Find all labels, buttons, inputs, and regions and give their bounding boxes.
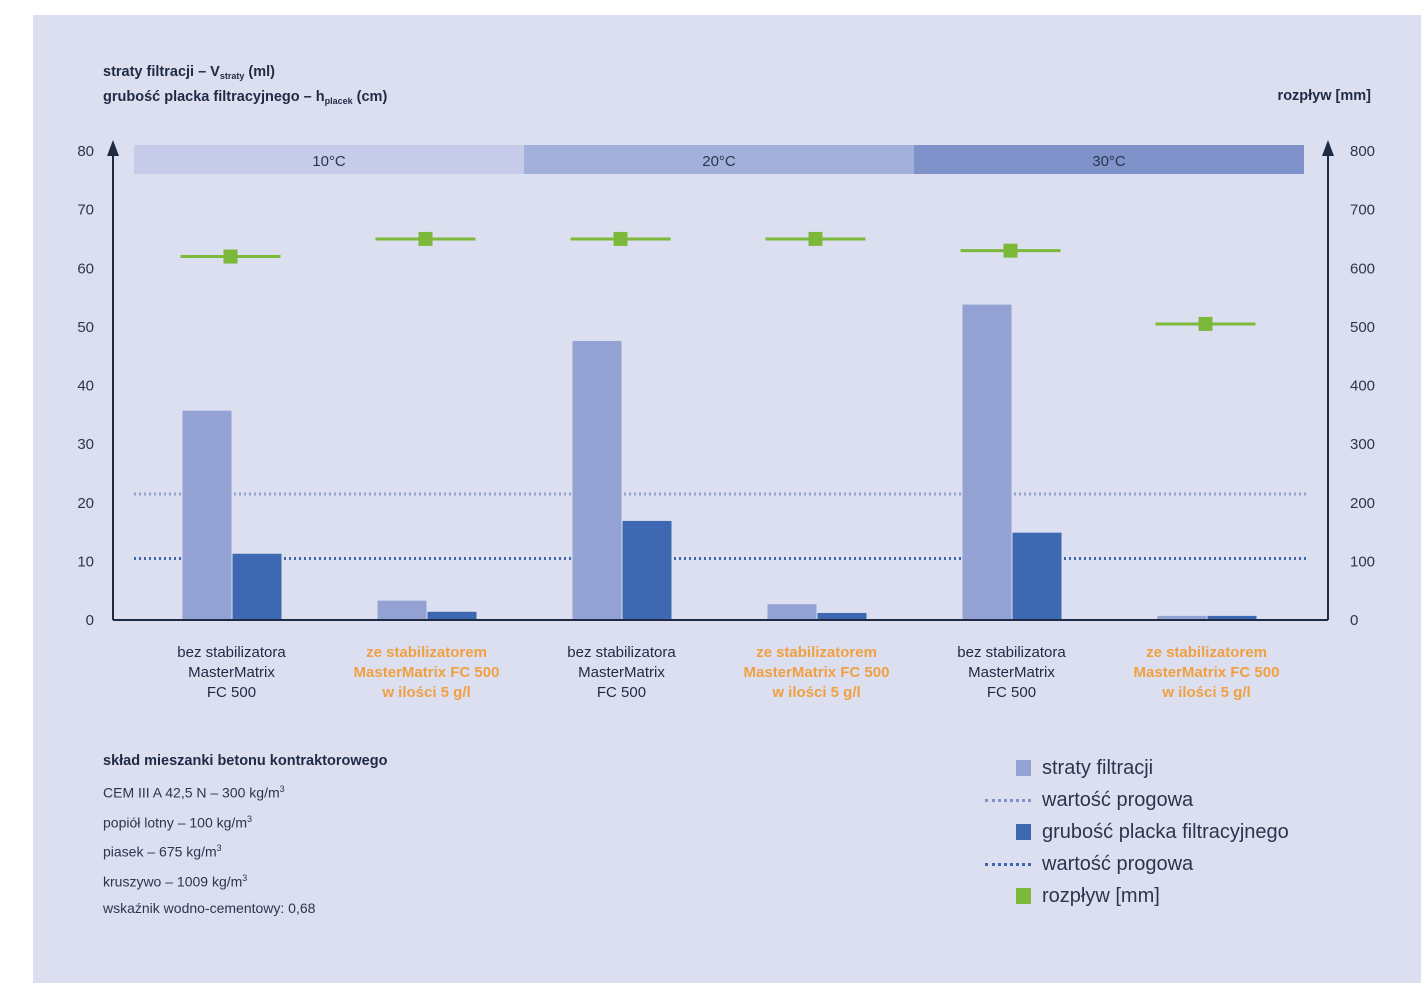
legend-label: wartość progowa bbox=[1042, 852, 1194, 875]
dotted-line-icon bbox=[985, 856, 1031, 872]
bar bbox=[817, 612, 867, 620]
bar bbox=[622, 520, 672, 620]
right-tick-label: 200 bbox=[1350, 495, 1375, 512]
bar bbox=[962, 304, 1012, 620]
rozplyw-marker bbox=[1198, 316, 1213, 331]
color-swatch-icon bbox=[985, 888, 1031, 904]
bar bbox=[1012, 532, 1062, 620]
temperature-band bbox=[914, 145, 1304, 174]
temperature-band bbox=[524, 145, 914, 174]
temperature-label: 10°C bbox=[312, 153, 346, 170]
legend-label: wartość progowa bbox=[1042, 788, 1194, 811]
legend: straty filtracji wartość progowa grubość p… bbox=[985, 752, 1289, 912]
right-axis-arrow-icon bbox=[1322, 140, 1334, 156]
temperature-band bbox=[134, 145, 524, 174]
category-label: bez stabilizatora MasterMatrix FC 500 bbox=[177, 644, 286, 701]
right-tick-label: 800 bbox=[1350, 143, 1375, 160]
right-tick-label: 0 bbox=[1350, 612, 1358, 629]
left-tick-label: 50 bbox=[77, 319, 94, 336]
right-tick-label: 600 bbox=[1350, 260, 1375, 277]
left-tick-label: 10 bbox=[77, 553, 94, 570]
composition-line: CEM III A 42,5 N – 300 kg/m3 bbox=[103, 784, 285, 801]
composition-title: skład mieszanki betonu kontraktorowego bbox=[103, 753, 388, 769]
right-tick-label: 700 bbox=[1350, 202, 1375, 219]
bar bbox=[1157, 615, 1207, 620]
right-tick-label: 400 bbox=[1350, 378, 1375, 395]
rozplyw-marker bbox=[418, 231, 433, 246]
temperature-label: 20°C bbox=[702, 153, 736, 170]
rozplyw-marker bbox=[613, 231, 628, 246]
right-tick-label: 500 bbox=[1350, 319, 1375, 336]
left-axis-arrow-icon bbox=[107, 140, 119, 156]
legend-label: rozpływ [mm] bbox=[1042, 884, 1160, 907]
chart-panel bbox=[33, 15, 1421, 983]
left-tick-label: 20 bbox=[77, 495, 94, 512]
color-swatch-icon bbox=[985, 824, 1031, 840]
temperature-label: 30°C bbox=[1092, 153, 1126, 170]
left-tick-label: 0 bbox=[86, 612, 94, 629]
category-label: ze stabilizatorem MasterMatrix FC 500 w il… bbox=[353, 644, 500, 701]
left-tick-label: 60 bbox=[77, 260, 94, 277]
right-tick-label: 300 bbox=[1350, 436, 1375, 453]
right-tick-label: 100 bbox=[1350, 553, 1375, 570]
bar bbox=[767, 604, 817, 620]
bar bbox=[377, 600, 427, 620]
composition-line: wskaźnik wodno-cementowy: 0,68 bbox=[103, 899, 316, 916]
legend-item: straty filtracji bbox=[985, 752, 1289, 784]
left-tick-label: 70 bbox=[77, 202, 94, 219]
color-swatch-icon bbox=[985, 760, 1031, 776]
bar bbox=[232, 553, 282, 620]
left-tick-label: 30 bbox=[77, 436, 94, 453]
bar bbox=[1207, 615, 1257, 620]
bar bbox=[427, 611, 477, 620]
legend-item: grubość placka filtracyjnego bbox=[985, 816, 1289, 848]
composition-line: kruszywo – 1009 kg/m3 bbox=[103, 872, 248, 890]
rozplyw-marker bbox=[223, 249, 238, 264]
composition-line: piasek – 675 kg/m3 bbox=[103, 843, 222, 860]
composition-line: popiół lotny – 100 kg/m3 bbox=[103, 813, 252, 831]
bar bbox=[182, 410, 232, 620]
bar bbox=[572, 340, 622, 620]
rozplyw-marker bbox=[1003, 243, 1018, 258]
left-axis-title: straty filtracji – Vstraty (ml) grubość … bbox=[103, 64, 388, 106]
category-label: bez stabilizatora MasterMatrix FC 500 bbox=[957, 644, 1066, 701]
legend-item: rozpływ [mm] bbox=[985, 880, 1289, 912]
category-label: bez stabilizatora MasterMatrix FC 500 bbox=[567, 644, 676, 701]
legend-label: straty filtracji bbox=[1042, 756, 1154, 779]
right-axis-title: rozpływ [mm] bbox=[1277, 88, 1371, 104]
left-tick-label: 40 bbox=[77, 378, 94, 395]
rozplyw-marker bbox=[808, 231, 823, 246]
legend-label: grubość placka filtracyjnego bbox=[1042, 820, 1289, 843]
legend-item: wartość progowa bbox=[985, 784, 1289, 816]
legend-item: wartość progowa bbox=[985, 848, 1289, 880]
dotted-line-icon bbox=[985, 792, 1031, 808]
category-label: ze stabilizatorem MasterMatrix FC 500 w il… bbox=[1133, 644, 1280, 701]
left-tick-label: 80 bbox=[77, 143, 94, 160]
mix-composition: skład mieszanki betonu kontraktorowego C… bbox=[103, 753, 387, 921]
category-label: ze stabilizatorem MasterMatrix FC 500 w il… bbox=[743, 644, 890, 701]
